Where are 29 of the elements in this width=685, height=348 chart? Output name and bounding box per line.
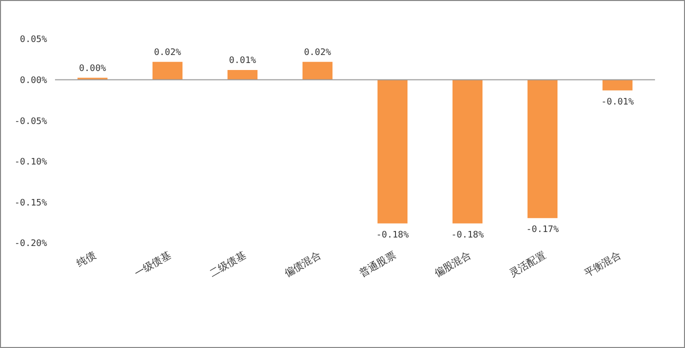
data-label: -0.18% <box>451 230 484 240</box>
x-tick-label: 普通股票 <box>357 249 398 280</box>
y-tick-label: -0.10% <box>14 158 48 168</box>
data-label: 0.01% <box>228 56 257 66</box>
x-tick-label: 一级债基 <box>132 249 173 280</box>
data-label: -0.17% <box>526 225 560 236</box>
bar <box>452 80 482 224</box>
y-tick-label: -0.05% <box>14 116 48 127</box>
bar <box>228 70 258 80</box>
data-label: 0.02% <box>304 48 332 58</box>
x-tick-label: 偏债混合 <box>282 249 323 280</box>
x-tick-label: 偏股混合 <box>432 249 473 280</box>
x-tick-label: 二级债基 <box>207 249 248 280</box>
data-label: 0.00% <box>78 64 107 74</box>
bar <box>302 62 332 80</box>
data-label: -0.18% <box>376 230 410 240</box>
bar <box>602 80 632 90</box>
x-tick-label: 平衡混合 <box>582 249 623 280</box>
x-tick-label: 纯债 <box>74 249 98 270</box>
x-tick-label: 灵活配置 <box>507 249 548 280</box>
bar <box>378 80 408 224</box>
y-tick-label: 0.00% <box>20 76 48 86</box>
data-label: -0.01% <box>601 97 634 108</box>
y-tick-label: 0.05% <box>20 35 48 46</box>
data-label: 0.02% <box>154 48 182 58</box>
bar <box>528 80 558 218</box>
bar <box>152 62 182 80</box>
y-tick-label: -0.20% <box>14 239 48 250</box>
y-tick-label: -0.15% <box>14 198 48 208</box>
